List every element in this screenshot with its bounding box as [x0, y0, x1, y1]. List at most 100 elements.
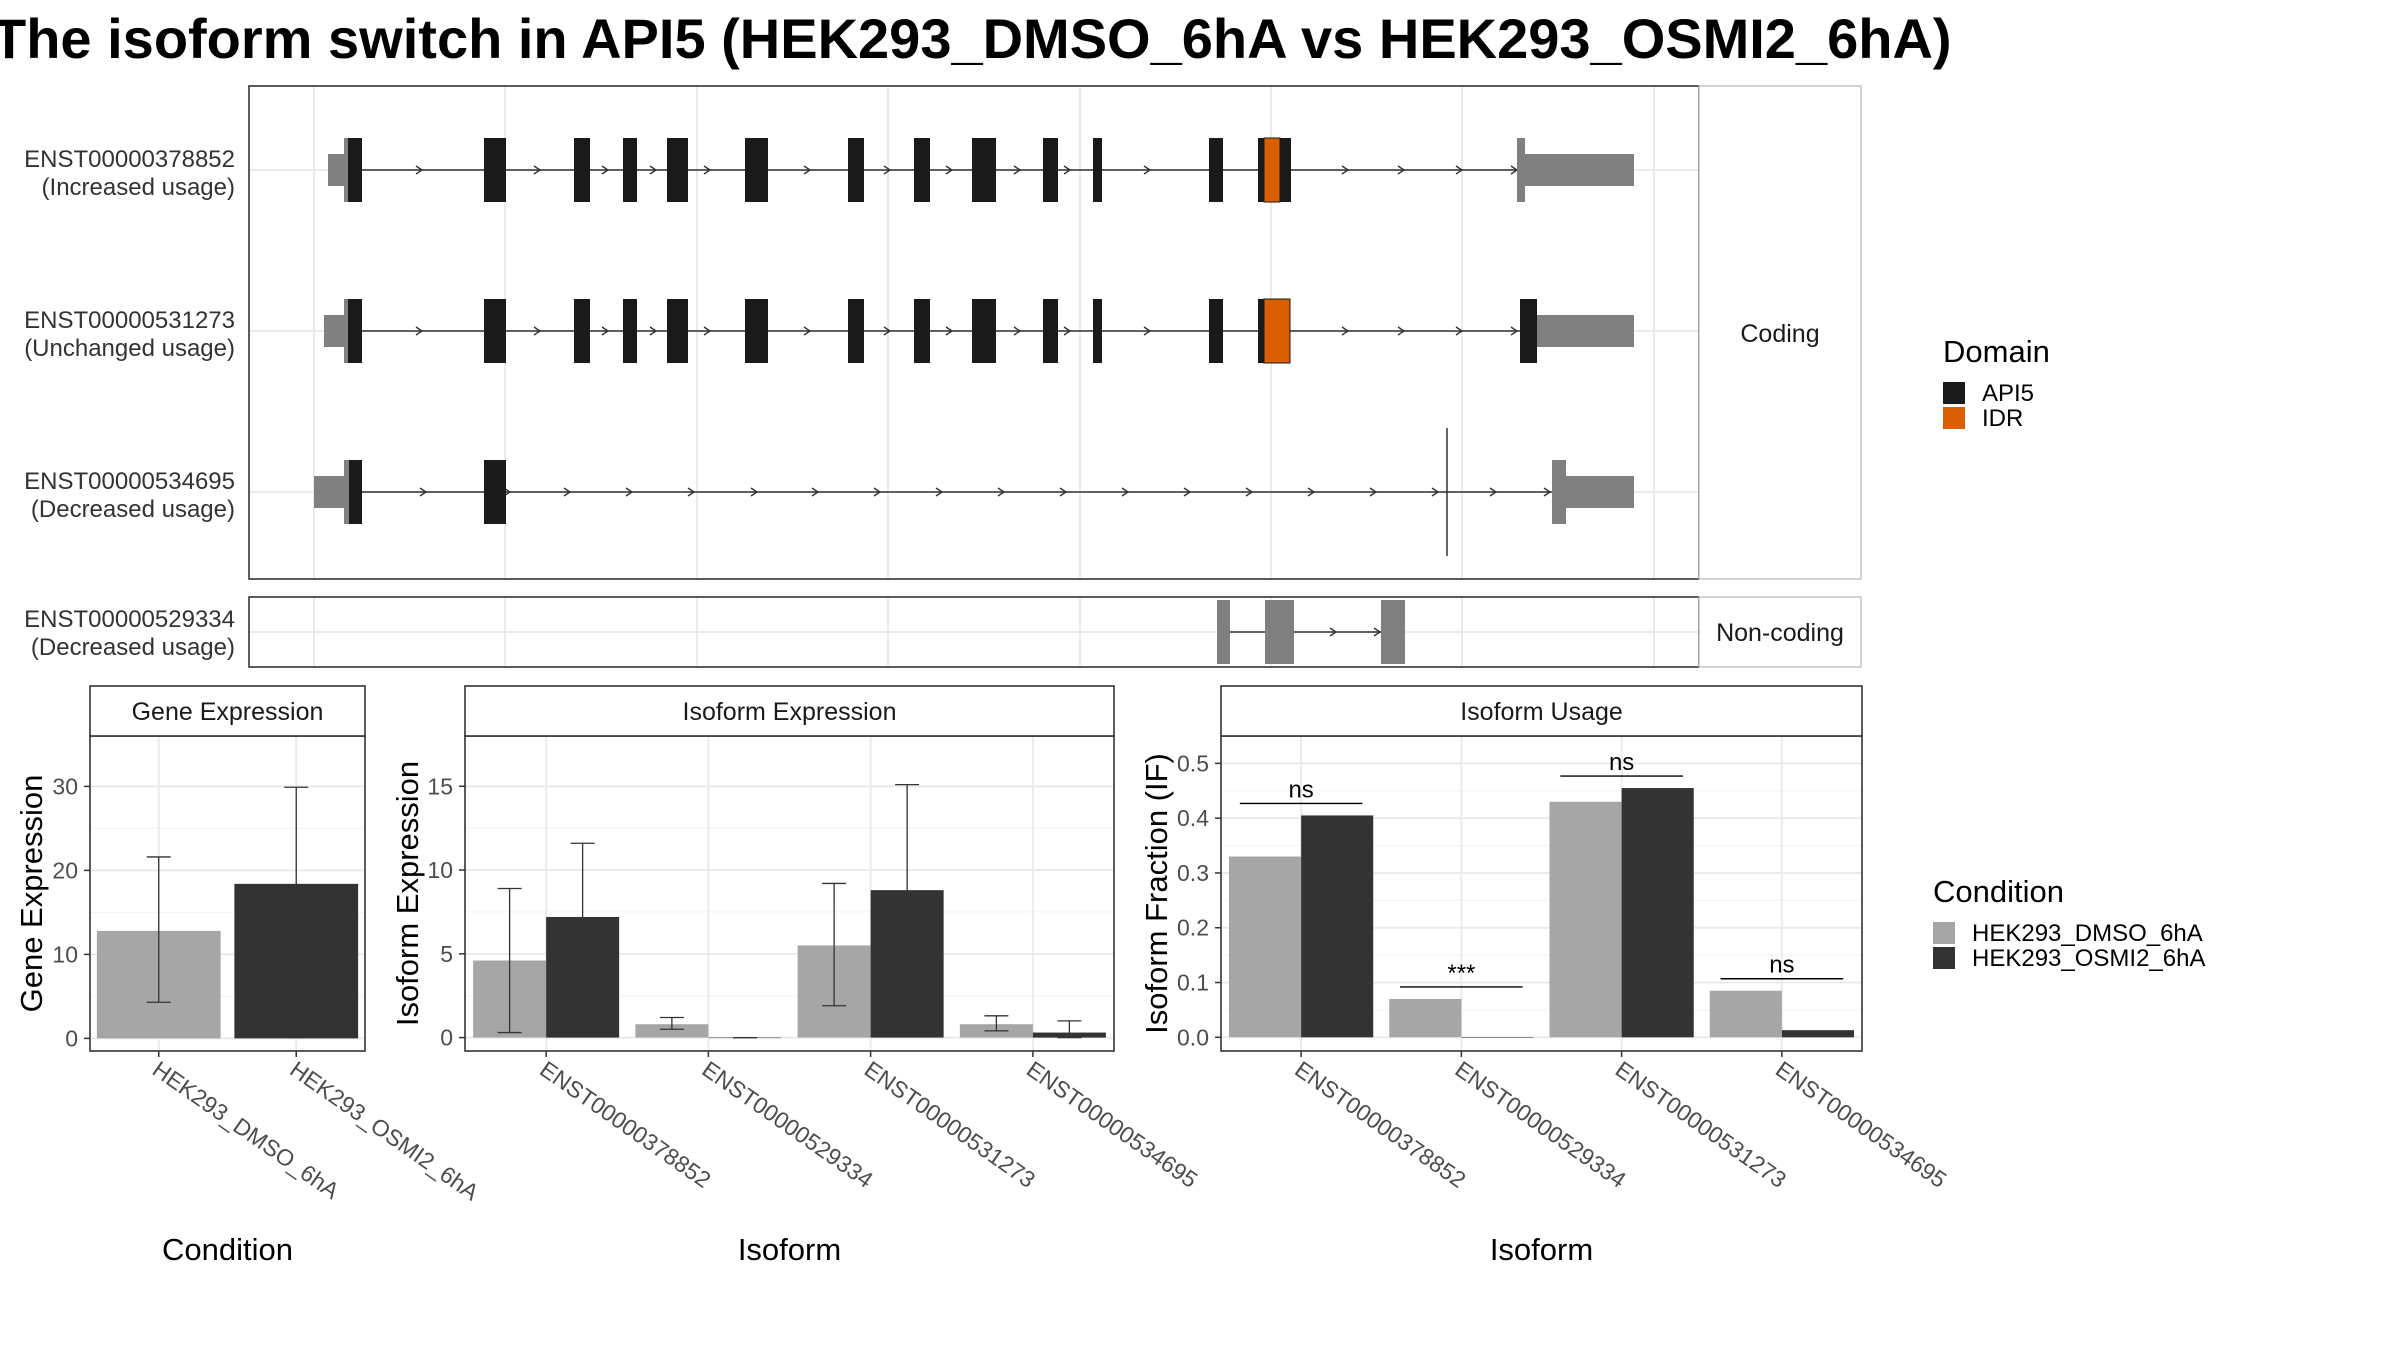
intron-arrow: [1183, 487, 1192, 497]
intron-arrow: [1341, 165, 1350, 175]
intron-arrow: [419, 487, 428, 497]
exon-block: [344, 138, 348, 202]
intron-arrow: [601, 326, 610, 336]
api5-exon: [914, 138, 930, 202]
api5-exon: [574, 138, 590, 202]
error-bar: [1057, 1020, 1082, 1039]
panel-strip-title: Isoform Expression: [683, 698, 897, 726]
intron-arrow: [883, 165, 892, 175]
transcript-labels: ENST00000378852 (Increased usage) ENST00…: [24, 146, 235, 661]
transcript-id-label: ENST00000531273: [24, 307, 235, 334]
x-tick-label: ENST00000529334: [1451, 1056, 1632, 1193]
utr-block: [1525, 154, 1634, 186]
strip-noncoding: [1698, 596, 1862, 668]
api5-exon: [623, 138, 637, 202]
y-tick-label: 15: [427, 773, 453, 799]
error-bar: [895, 783, 920, 995]
y-tick-label: 0.5: [1177, 750, 1209, 776]
error-bar: [659, 1016, 684, 1030]
intron-arrow: [1245, 487, 1254, 497]
panel-strip: [89, 685, 366, 737]
idr-exon: [1263, 137, 1281, 203]
plot-title: The isoform switch in API5 (HEK293_DMSO_…: [0, 7, 1952, 70]
chart-panel: Isoform Expression051015ENST00000378852E…: [390, 685, 1202, 1267]
api5-exon: [667, 299, 688, 363]
api5-exon: [623, 299, 637, 363]
legend-key-api5: [1943, 382, 1965, 404]
transcript-id-label: ENST00000529334: [24, 606, 235, 633]
error-bar: [822, 882, 847, 1007]
bar: [1781, 1030, 1854, 1038]
bar: [1549, 801, 1622, 1038]
y-tick-label: 20: [52, 857, 78, 883]
x-tick-label: ENST00000534695: [1022, 1056, 1202, 1193]
intron-arrow: [1510, 326, 1519, 336]
api5-exon: [1258, 138, 1264, 202]
bar: [1389, 998, 1462, 1038]
x-axis-title: Isoform: [738, 1232, 841, 1267]
legend-key-osmi: [1933, 947, 1955, 969]
chart-panel: ns *** ns ns Isoform Usage 0.0 0.1 0.2 0.3 0.4 0.5…: [1139, 685, 1951, 1267]
y-tick-label: 0: [65, 1025, 78, 1051]
y-tick-label: 0.1: [1177, 970, 1209, 996]
domain-legend-title: Domain: [1943, 334, 2050, 369]
structure-coding-panel: Coding: [248, 85, 1862, 580]
intron-arrow: [1489, 487, 1498, 497]
intron-arrow: [1397, 326, 1406, 336]
bar: [1461, 1037, 1534, 1038]
utr-block: [328, 154, 346, 186]
api5-exon: [1258, 299, 1264, 363]
y-tick-label: 0.0: [1177, 1024, 1209, 1050]
error-bar: [570, 842, 595, 992]
intron-arrow: [1013, 165, 1022, 175]
intron-arrow: [1121, 487, 1130, 497]
api5-exon: [348, 138, 362, 202]
api5-exon: [1093, 138, 1102, 202]
y-axis-title: Gene Expression: [14, 775, 49, 1013]
intron-arrow: [1543, 487, 1552, 497]
api5-exon: [1520, 299, 1537, 363]
significance-label: ns: [1769, 952, 1794, 979]
x-axis-title: Condition: [162, 1232, 293, 1267]
intron-arrow: [625, 487, 634, 497]
api5-exon: [574, 299, 590, 363]
intron-arrow: [703, 165, 712, 175]
intron-arrow: [533, 326, 542, 336]
legend-label-dmso: HEK293_DMSO_6hA: [1972, 920, 2203, 947]
error-bar: [284, 786, 309, 981]
api5-exon: [972, 299, 996, 363]
panel-strip-title: Gene Expression: [132, 698, 324, 726]
api5-exon: [1209, 138, 1223, 202]
api5-exon: [914, 299, 930, 363]
domain-legend: Domain API5 IDR: [1943, 334, 2050, 432]
api5-exon: [1280, 138, 1291, 202]
error-bar: [146, 856, 171, 1003]
legend-label-idr: IDR: [1982, 405, 2023, 432]
api5-exon: [667, 138, 688, 202]
exon-block: [1552, 460, 1566, 524]
api5-exon: [745, 138, 768, 202]
intron-arrow: [1431, 487, 1440, 497]
significance-label: ***: [1447, 960, 1475, 987]
panel-strip: [1220, 685, 1863, 737]
y-tick-label: 10: [52, 941, 78, 967]
y-tick-label: 0.2: [1177, 915, 1209, 941]
utr-block: [324, 315, 346, 347]
y-tick-label: 0: [440, 1025, 453, 1051]
x-tick-label: ENST00000378852: [535, 1056, 715, 1193]
noncoding-exon: [1381, 600, 1405, 664]
utr-block: [314, 476, 346, 508]
intron-arrow: [883, 326, 892, 336]
api5-exon: [848, 299, 864, 363]
intron-arrow: [1063, 165, 1072, 175]
noncoding-exon: [1265, 600, 1294, 664]
intron-arrow: [703, 326, 712, 336]
intron-arrow: [533, 165, 542, 175]
y-tick-label: 30: [52, 773, 78, 799]
intron-arrow: [1063, 326, 1072, 336]
significance-label: ns: [1609, 749, 1634, 776]
bar: [1621, 788, 1694, 1038]
intron-arrow: [750, 487, 759, 497]
strip-noncoding-label: Non-coding: [1716, 619, 1844, 647]
api5-exon: [972, 138, 996, 202]
